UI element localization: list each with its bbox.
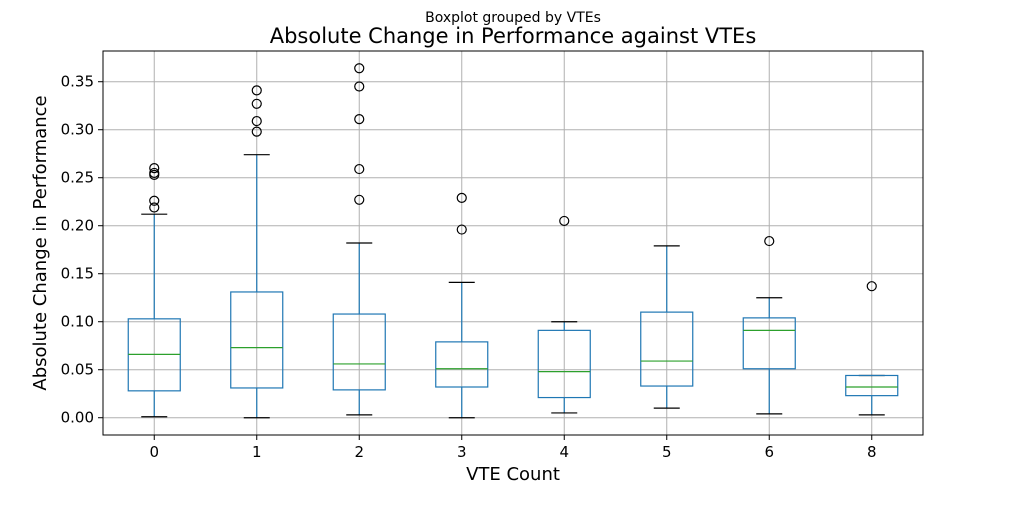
x-tick-label: 5: [662, 443, 672, 461]
outlier-point: [149, 163, 160, 174]
x-tick-label: 0: [149, 443, 159, 461]
box-group: [127, 163, 181, 418]
box-group: [537, 215, 591, 414]
y-tick-label: 0.05: [61, 361, 94, 379]
y-axis: 0.00 0.05 0.10 0.15 0.20 0.25 0.30 0.35: [61, 73, 103, 427]
outlier-point: [354, 114, 365, 125]
outlier-point: [354, 163, 365, 175]
x-tick-label: 4: [559, 443, 569, 461]
box-iqr: [230, 291, 284, 389]
box-group: [435, 192, 489, 419]
box-group: [640, 245, 694, 409]
outlier-point: [354, 63, 365, 74]
box-group: [742, 235, 796, 415]
outlier-point: [251, 98, 262, 109]
grid: [103, 51, 923, 435]
outlier-point: [149, 167, 160, 179]
y-tick-label: 0.25: [61, 169, 94, 187]
outlier-point: [251, 126, 262, 137]
x-axis-title: VTE Count: [466, 464, 560, 485]
y-axis-title: Absolute Change in Performance: [30, 95, 51, 390]
x-tick-label: 1: [252, 443, 262, 461]
outlier-point: [559, 215, 570, 227]
outlier-point: [866, 281, 877, 292]
y-tick-label: 0.20: [61, 217, 94, 235]
box-iqr: [845, 374, 899, 397]
outlier-point: [251, 85, 262, 96]
outlier-point: [764, 235, 775, 247]
x-tick-label: 2: [354, 443, 364, 461]
outlier-point: [354, 81, 365, 92]
box-iqr: [537, 329, 591, 399]
y-tick-label: 0.00: [61, 409, 94, 427]
box-iqr: [640, 311, 694, 387]
outlier-point: [149, 195, 160, 206]
chart-title: Absolute Change in Performance against V…: [270, 24, 757, 48]
y-tick-label: 0.30: [61, 121, 94, 139]
y-tick-label: 0.15: [61, 265, 94, 283]
plot-frame: [102, 50, 924, 436]
x-axis: 0 1 2 3 4 5 6 8: [149, 435, 877, 461]
y-tick-label: 0.35: [61, 73, 94, 91]
box-iqr: [742, 317, 796, 370]
outlier-point: [456, 192, 467, 203]
boxes: [127, 63, 899, 419]
outlier-point: [251, 115, 262, 127]
box-group: [230, 85, 284, 419]
y-tick-label: 0.10: [61, 313, 94, 331]
box-iqr: [435, 341, 489, 388]
outlier-point: [456, 224, 467, 235]
box-iqr: [332, 313, 386, 391]
x-tick-label: 6: [764, 443, 774, 461]
box-group: [332, 63, 386, 416]
chart-suptitle: Boxplot grouped by VTEs: [425, 10, 601, 26]
outlier-point: [354, 194, 365, 205]
x-tick-label: 3: [457, 443, 467, 461]
box-group: [845, 281, 899, 416]
outlier-point: [149, 202, 160, 213]
x-tick-label: 8: [867, 443, 877, 461]
